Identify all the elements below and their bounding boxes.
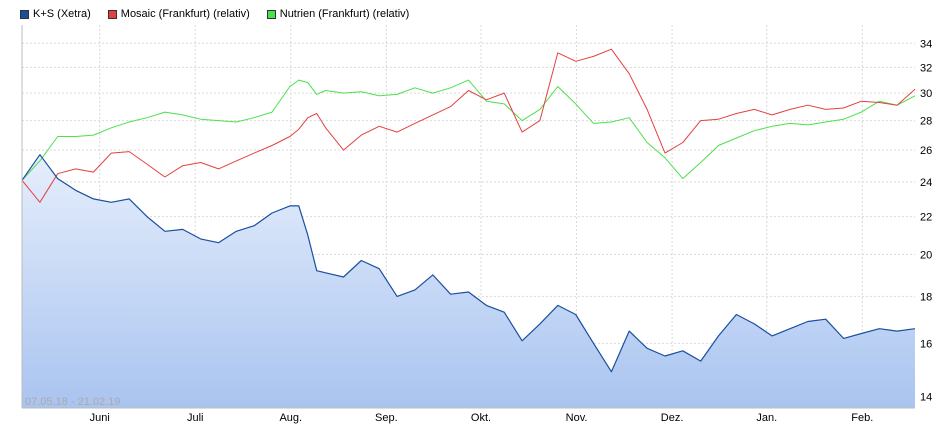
y-tick-label: 18 <box>920 291 932 303</box>
x-tick-label: Sep. <box>375 412 398 424</box>
y-tick-label: 24 <box>920 177 932 189</box>
nutrien-series-line <box>21 79 916 181</box>
x-tick-label: Jan. <box>756 412 777 424</box>
ks-area-fill <box>22 154 915 408</box>
y-tick-label: 16 <box>920 338 932 350</box>
legend-item-mosaic: Mosaic (Frankfurt) (relativ) <box>107 8 250 20</box>
chart-legend: K+S (Xetra) Mosaic (Frankfurt) (relativ)… <box>20 7 426 21</box>
y-tick-label: 32 <box>920 62 932 74</box>
y-tick-label: 30 <box>920 88 932 100</box>
legend-label-nutrien: Nutrien (Frankfurt) (relativ) <box>279 8 410 20</box>
y-tick-label: 34 <box>920 38 932 50</box>
mosaic-series-line <box>21 48 916 203</box>
legend-swatch-nutrien <box>266 9 276 19</box>
y-tick-label: 28 <box>920 116 932 128</box>
x-tick-label: Feb. <box>851 412 873 424</box>
x-tick-label: Okt. <box>471 412 491 424</box>
legend-label-mosaic: Mosaic (Frankfurt) (relativ) <box>120 8 250 20</box>
x-tick-label: Juli <box>187 412 204 424</box>
date-range-label: 07.05.18 - 21.02.19 <box>25 396 120 408</box>
x-tick-label: Aug. <box>279 412 302 424</box>
ks-series-line <box>21 154 916 373</box>
x-tick-label: Juni <box>90 412 110 424</box>
legend-label-ks: K+S (Xetra) <box>33 8 91 20</box>
legend-swatch-mosaic <box>107 9 117 19</box>
x-tick-label: Dez. <box>661 412 684 424</box>
y-tick-label: 22 <box>920 212 932 224</box>
x-tick-label: Nov. <box>566 412 588 424</box>
y-tick-label: 14 <box>920 391 932 403</box>
legend-swatch-ks <box>20 9 29 19</box>
legend-item-ks: K+S (Xetra) <box>20 8 91 20</box>
legend-item-nutrien: Nutrien (Frankfurt) (relativ) <box>266 8 410 20</box>
y-tick-label: 26 <box>920 145 932 157</box>
y-tick-label: 20 <box>920 250 932 262</box>
